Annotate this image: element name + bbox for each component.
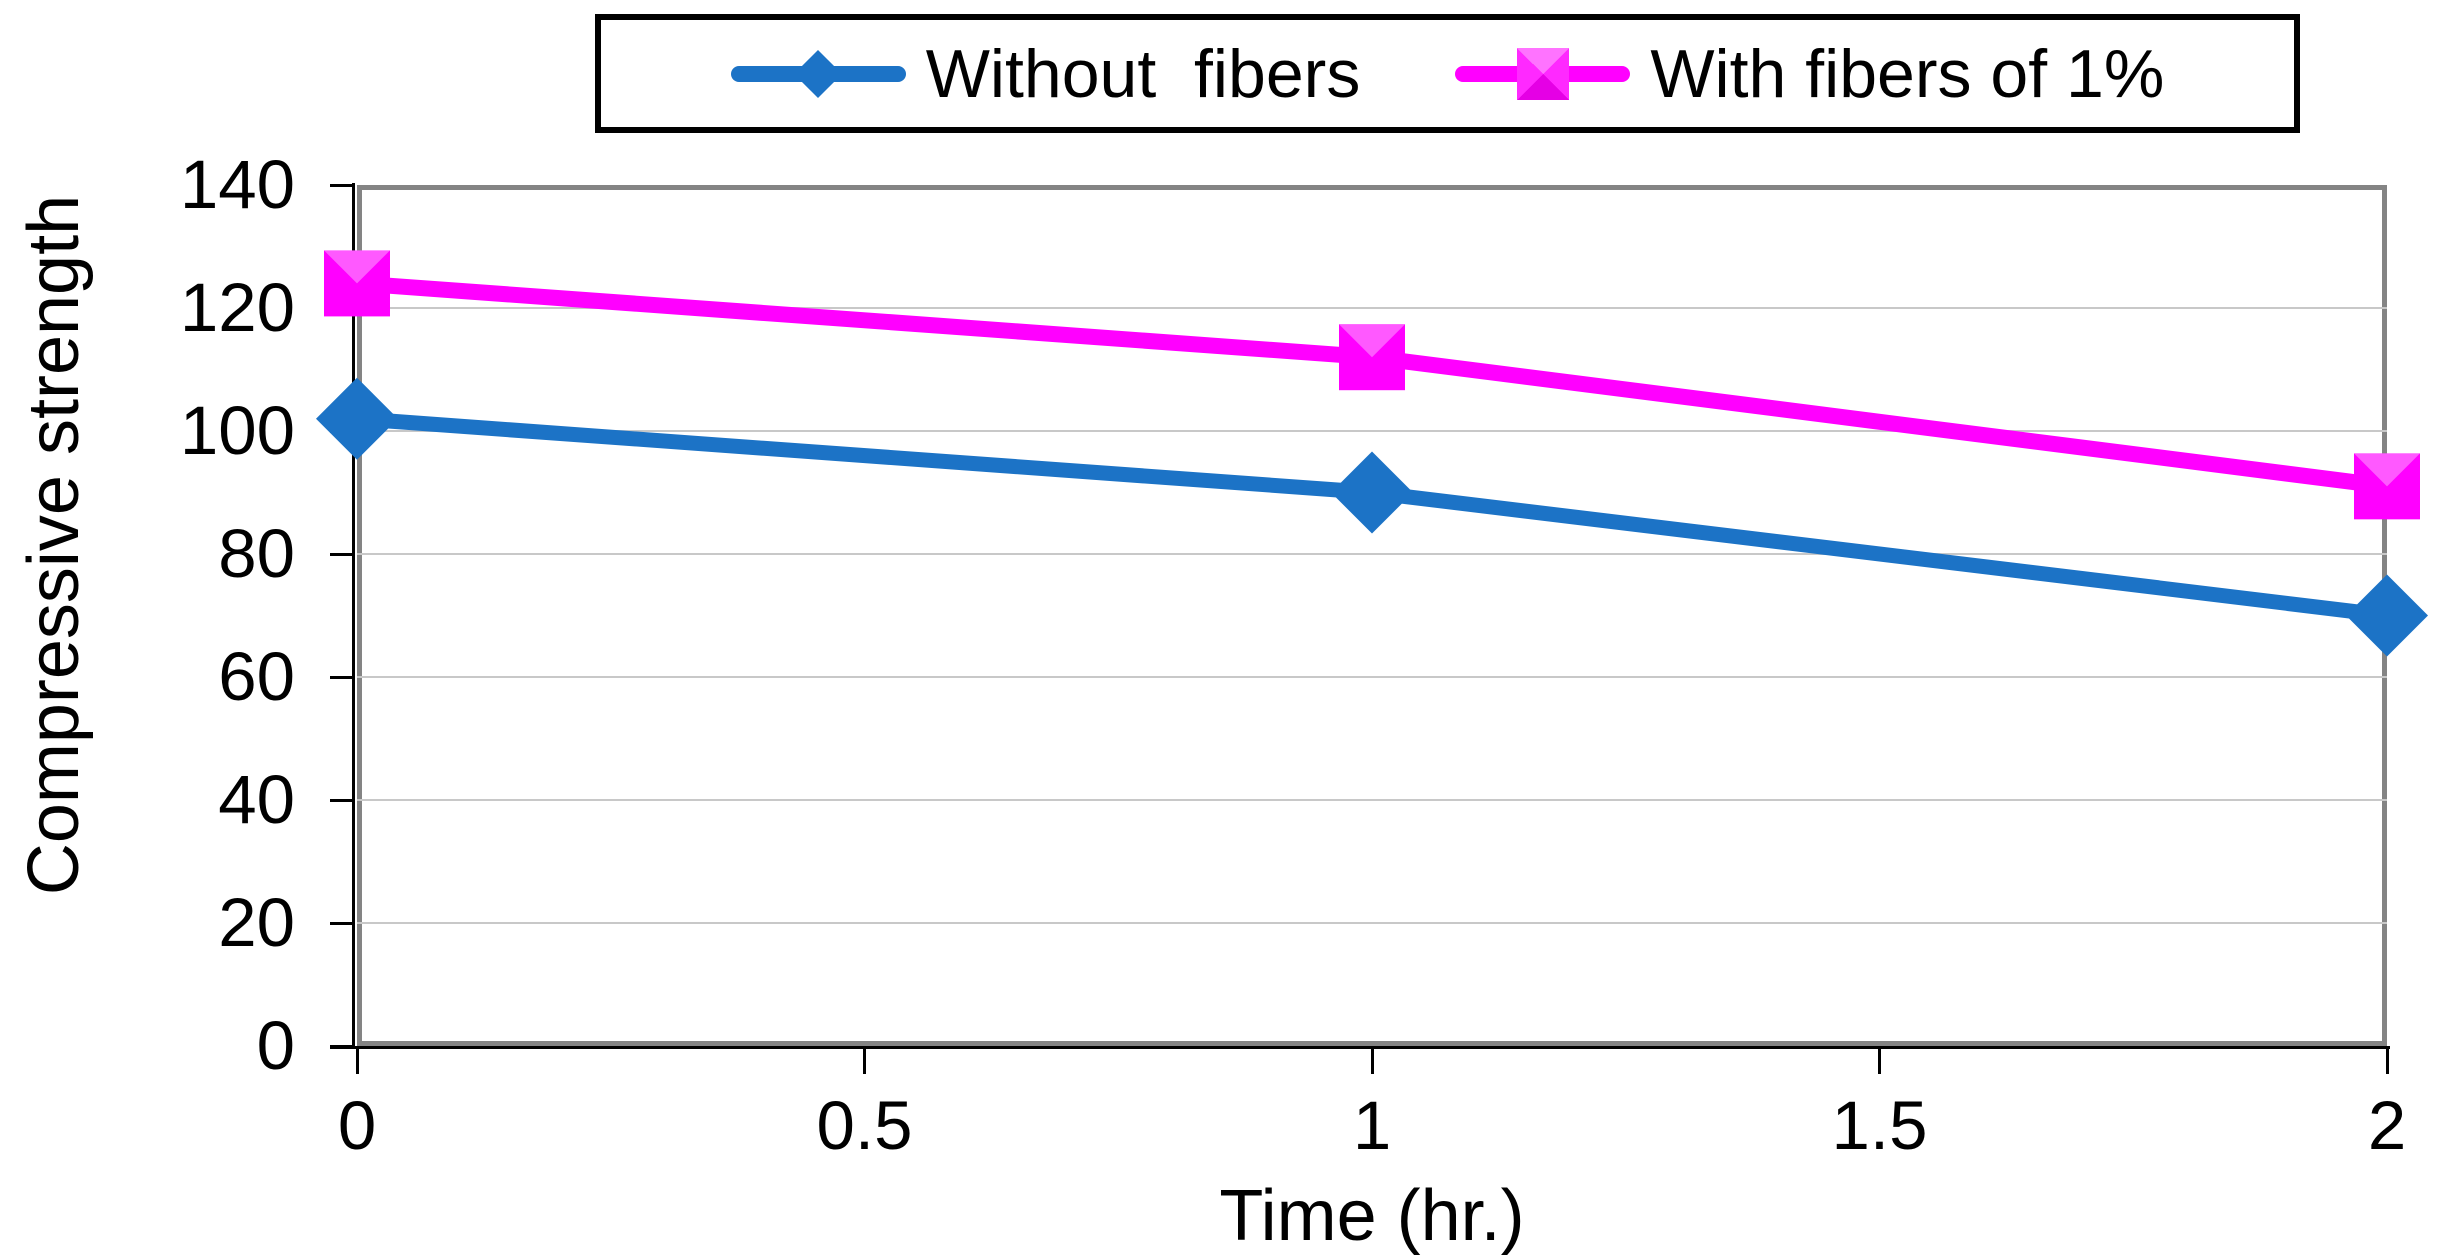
x-axis-tick: [863, 1049, 866, 1074]
marker-bevel: [1339, 324, 1405, 358]
x-axis-tick: [2385, 1049, 2389, 1074]
data-point-diamond: [1331, 451, 1413, 534]
legend-item-with-fibers: With fibers of 1%: [1455, 40, 2164, 108]
x-axis-tick: [1878, 1049, 1881, 1074]
data-point-diamond: [2346, 574, 2428, 657]
y-axis-tick-label: 60: [218, 638, 295, 715]
data-point-square: [1339, 324, 1405, 391]
y-axis-title: Compressive strength: [14, 194, 94, 896]
y-axis-tick-label: 80: [218, 515, 295, 592]
x-axis-line: [330, 1046, 2390, 1049]
x-axis-tick-label: 0.5: [816, 1087, 913, 1164]
x-axis-tick-label: 1: [1352, 1087, 1392, 1164]
plot-area: [316, 250, 2428, 924]
legend-line-swatch: [1455, 47, 1631, 100]
y-axis-tick: [330, 798, 354, 802]
x-axis-tick-label: 1.5: [1831, 1087, 1928, 1164]
y-axis-tick-label: 100: [179, 392, 295, 469]
legend-label: With fibers of 1%: [1650, 35, 2165, 112]
y-axis-line: [352, 183, 355, 1049]
y-axis-tick-label: 40: [218, 761, 295, 838]
diamond-marker-icon: [794, 49, 843, 98]
legend-item-without-fibers: Without fibers: [730, 35, 1361, 112]
data-point-square: [324, 250, 390, 317]
y-axis-tick-label: 0: [256, 1007, 295, 1084]
x-axis-tick: [1370, 1049, 1374, 1074]
legend-label: Without fibers: [925, 35, 1361, 112]
x-axis-tick-label: 0: [337, 1087, 377, 1164]
x-axis-tick: [355, 1049, 359, 1074]
data-point-diamond: [316, 377, 398, 460]
x-axis-title: Time (hr.): [1219, 1176, 1525, 1256]
y-axis-tick: [330, 183, 354, 187]
legend: Without fibers With fibers of 1%: [595, 14, 2300, 133]
y-axis-tick-label: 120: [179, 269, 295, 346]
marker-bevel: [2354, 453, 2420, 487]
y-axis-tick-label: 20: [218, 884, 295, 961]
x-axis-tick-label: 2: [2367, 1087, 2407, 1164]
y-axis-tick: [330, 552, 354, 556]
y-axis-tick: [330, 921, 354, 925]
marker-bevel: [324, 250, 390, 284]
data-point-square: [2354, 453, 2420, 520]
y-axis-tick-label: 140: [179, 146, 295, 223]
y-axis-tick: [330, 675, 354, 679]
square-marker-icon: [1516, 47, 1569, 100]
legend-line-swatch: [730, 49, 906, 98]
